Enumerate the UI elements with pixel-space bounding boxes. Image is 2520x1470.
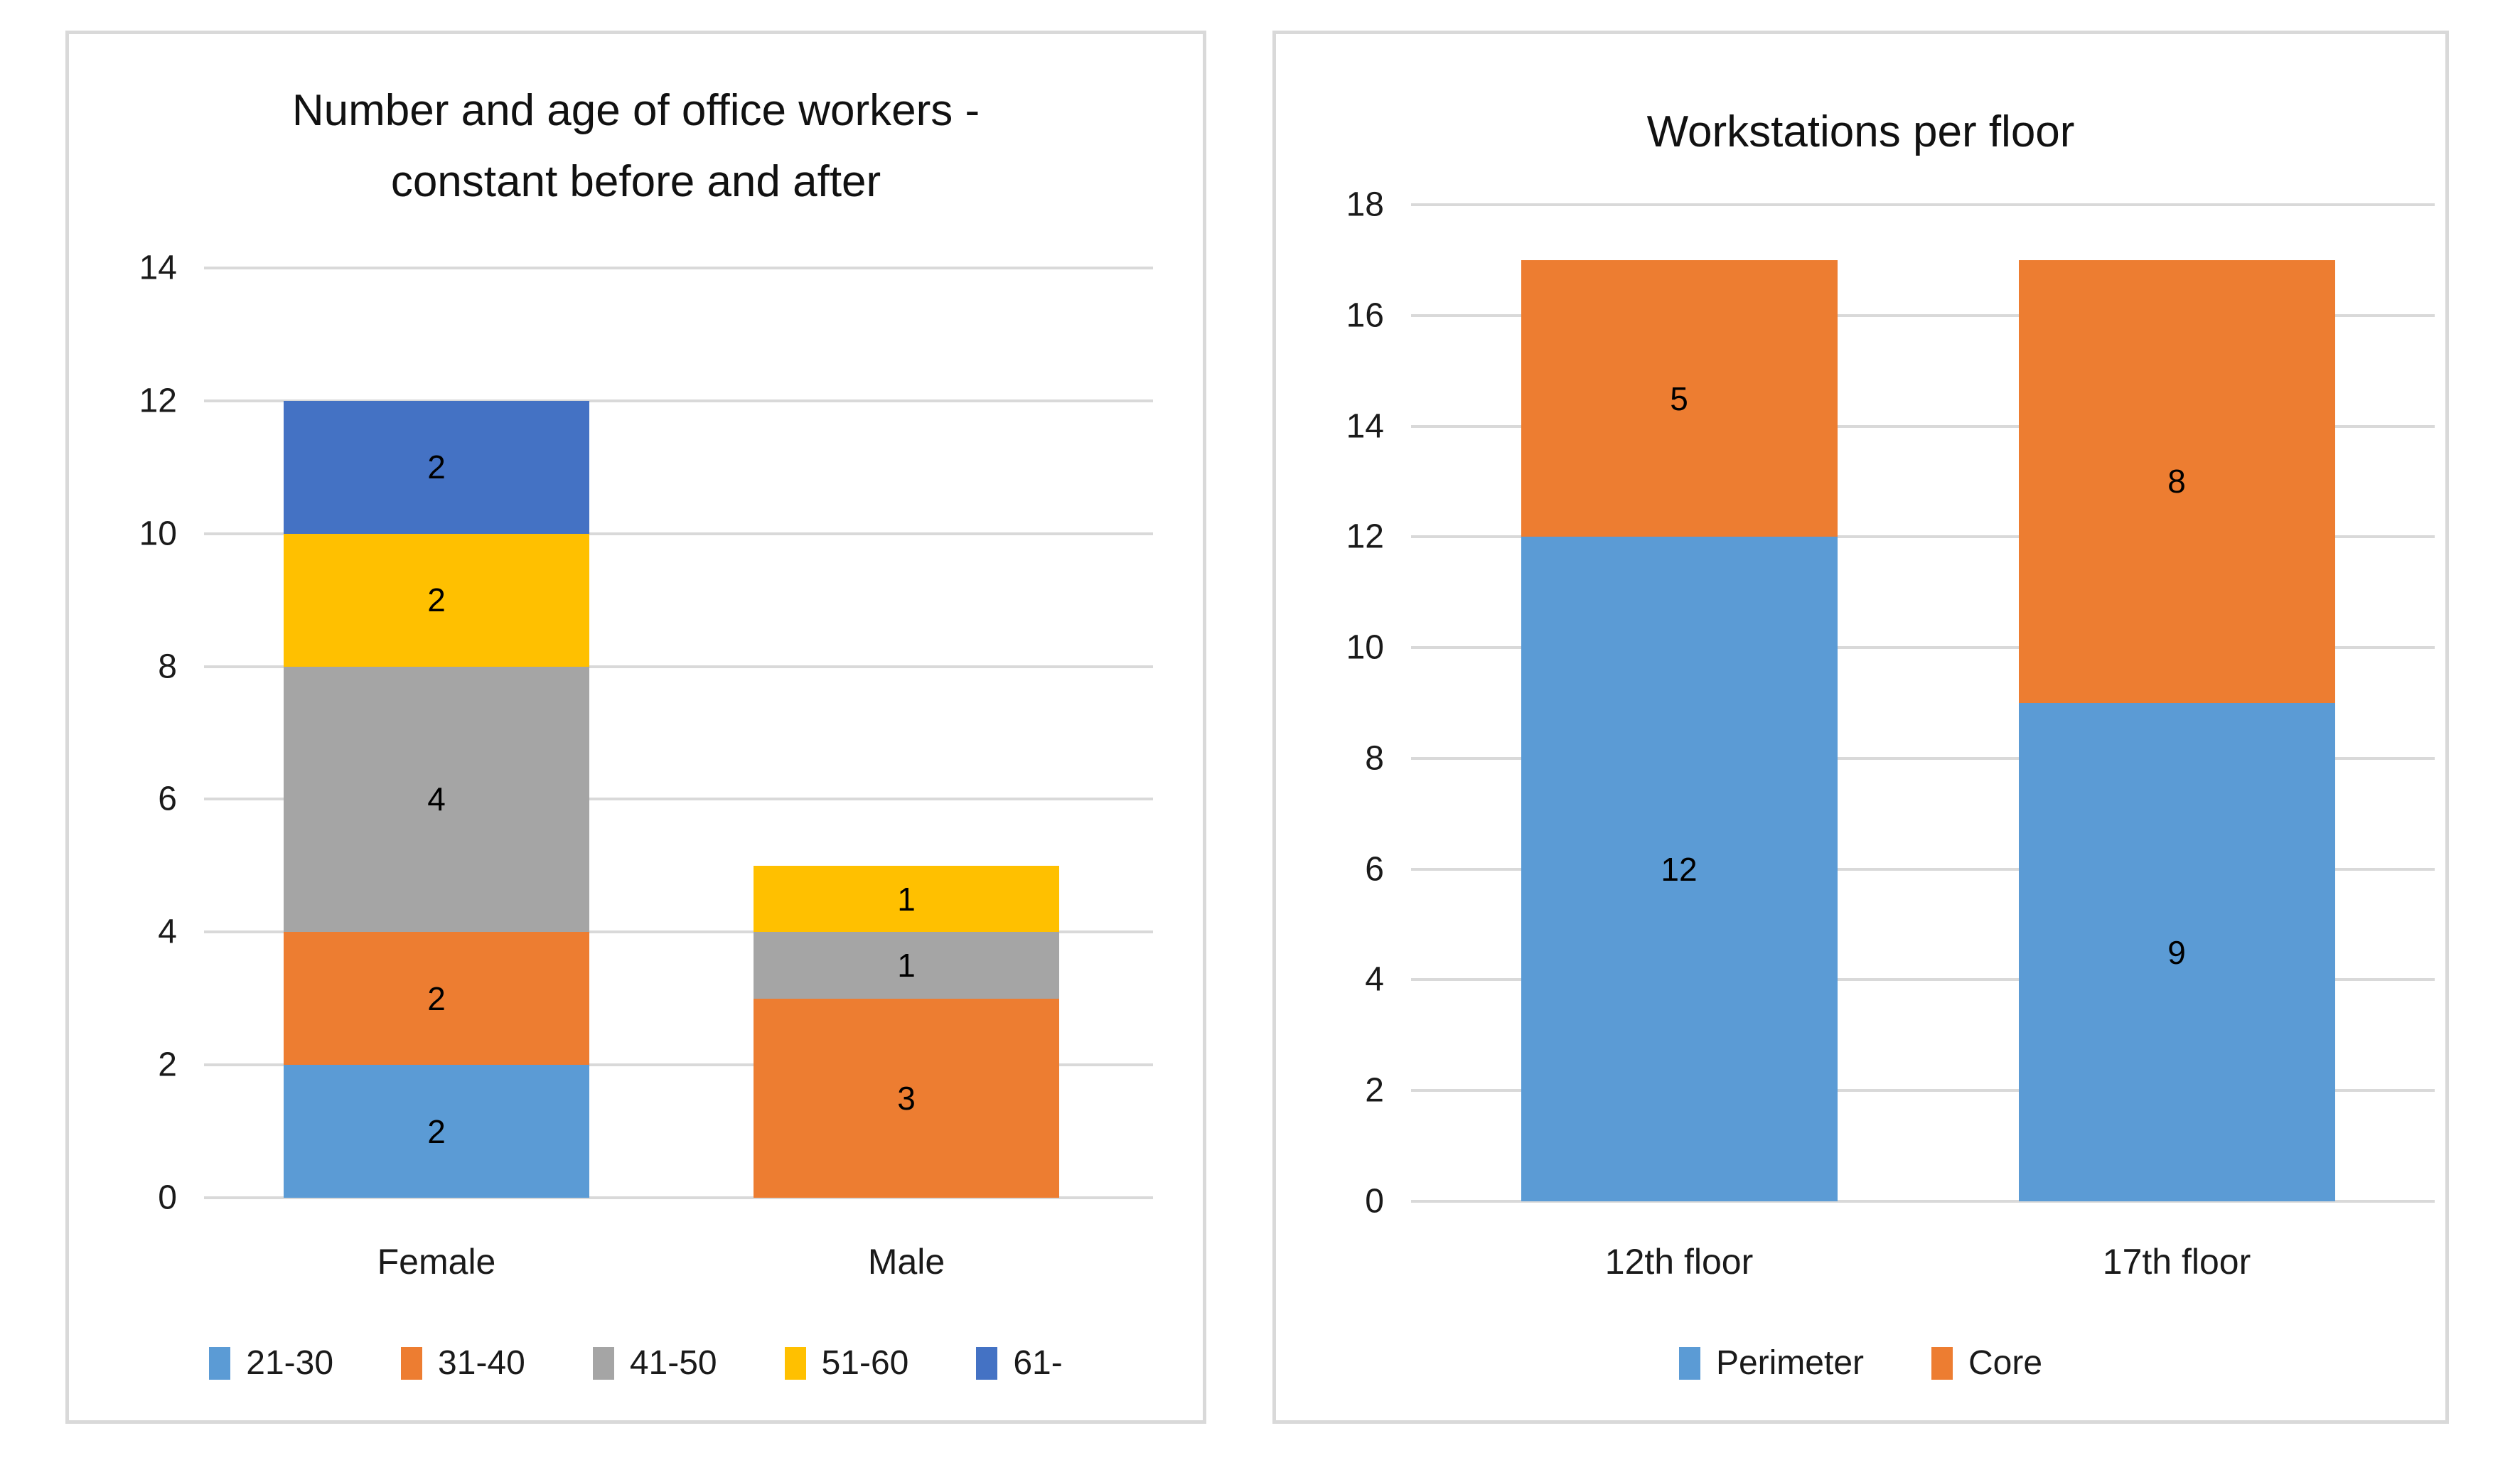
bar-segment-male-51-60: 1 [754,865,1059,933]
legend-swatch-icon [976,1346,998,1380]
gridline-y8 [204,665,1153,668]
gridline-y4 [204,930,1153,934]
chart-legend: 21-30 31-40 41-50 51-60 61- [69,1343,1203,1383]
gridline-y6 [204,798,1153,801]
y-axis-tick-label: 4 [158,913,177,951]
gridline-y12 [204,399,1153,402]
y-axis-tick-label: 0 [1365,1182,1384,1220]
data-label: 4 [427,780,446,818]
gridline-y14 [204,267,1153,269]
x-axis-category-label: 12th floor [1604,1242,1754,1282]
y-axis-tick-label: 12 [1346,517,1384,556]
bar-segment-female-51-60: 2 [284,533,589,667]
y-axis-tick-label: 2 [1365,1071,1384,1110]
legend-label: 21-30 [246,1344,334,1382]
bar-segment-male-31-40: 3 [754,998,1059,1198]
data-label: 2 [427,449,446,486]
legend-label: Core [1968,1344,2043,1382]
legend-label: 61- [1013,1344,1063,1382]
legend-item-31-40: 31-40 [401,1343,525,1383]
y-axis-tick-label: 14 [139,249,177,287]
y-axis-tick-label: 10 [139,515,177,553]
legend-swatch-icon [592,1346,614,1380]
bar-segment-female-41-50: 4 [284,666,589,933]
y-axis-tick-label: 12 [139,382,177,420]
bar-segment-17th-floor-core: 8 [2018,259,2335,703]
data-label: 12 [1661,850,1698,888]
bar-segment-female-21-30: 2 [284,1065,589,1198]
gridline-y10 [204,532,1153,535]
y-axis-tick-label: 8 [1365,739,1384,778]
bar-segment-12th-floor-perimeter: 12 [1521,537,1838,1201]
chart-title: Number and age of office workers - const… [69,75,1203,218]
plot-area: 0 2 4 6 8 10 12 14 16 18 12 5 12th floor 9 8 17th floor… [1276,34,2445,1420]
gridline-y12 [1411,535,2435,539]
y-axis-tick-label: 18 [1346,186,1384,224]
y-axis-tick-label: 14 [1346,407,1384,446]
data-label: 2 [427,980,446,1017]
chart-title-line: Number and age of office workers - [291,86,980,135]
legend-item-51-60: 51-60 [784,1343,909,1383]
data-label: 3 [897,1079,916,1117]
gridline-y2 [204,1063,1153,1067]
gridline-y2 [1411,1089,2435,1093]
legend-label: 31-40 [438,1344,525,1382]
chart-panel-workstations: Workstations per floor 0 2 4 6 8 10 12 14 16 18 12… [1272,31,2449,1424]
legend-item-21-30: 21-30 [209,1343,333,1383]
legend-swatch-icon [209,1346,231,1380]
x-axis-category-label: 17th floor [2102,1242,2251,1282]
legend-label: 41-50 [629,1344,717,1382]
y-axis-tick-label: 0 [158,1179,177,1217]
bar-segment-17th-floor-perimeter: 9 [2018,703,2335,1201]
chart-legend: Perimeter Core [1276,1343,2445,1383]
legend-label: Perimeter [1715,1344,1864,1382]
gridline-y8 [1411,756,2435,760]
legend-swatch-icon [1931,1346,1953,1380]
legend-item-perimeter: Perimeter [1678,1343,1864,1383]
chart-title-line: constant before and after [390,157,881,206]
y-axis-tick-label: 4 [1365,960,1384,999]
data-label: 9 [2167,933,2186,971]
data-label: 1 [897,880,916,918]
y-axis-tick-label: 16 [1346,296,1384,335]
bar-segment-12th-floor-core: 5 [1521,259,1838,537]
data-label: 5 [1670,380,1688,417]
y-axis-tick-label: 6 [158,780,177,818]
chart-panel-office-workers: Number and age of office workers - const… [65,31,1206,1424]
gridline-y16 [1411,313,2435,317]
x-axis-category-label: Male [867,1242,945,1282]
legend-swatch-icon [784,1346,806,1380]
plot-area: 0 2 4 6 8 10 12 14 2 2 4 2 2 Female 3 1 1 Male 21-30 31-40 4… [69,34,1203,1420]
legend-label: 51-60 [821,1344,909,1382]
data-label: 2 [427,1112,446,1150]
chart-title-line: Workstations per floor [1646,107,2075,156]
x-axis-category-label: Female [377,1242,496,1282]
data-label: 2 [427,581,446,619]
data-label: 1 [897,946,916,984]
gridline-y14 [1411,424,2435,428]
bar-segment-male-41-50: 1 [754,932,1059,999]
legend-item-core: Core [1931,1343,2042,1383]
gridline-y18 [1411,203,2435,206]
chart-title: Workstations per floor [1276,97,2445,168]
gridline-y6 [1411,867,2435,871]
legend-item-41-50: 41-50 [592,1343,717,1383]
gridline-y0 [204,1196,1153,1199]
bar-segment-female-61-: 2 [284,400,589,534]
gridline-y0 [1411,1200,2435,1203]
gridline-y10 [1411,646,2435,650]
legend-item-61-: 61- [976,1343,1063,1383]
bar-segment-female-31-40: 2 [284,932,589,1066]
y-axis-tick-label: 10 [1346,628,1384,667]
legend-swatch-icon [1678,1346,1700,1380]
y-axis-tick-label: 2 [158,1046,177,1084]
data-label: 8 [2167,463,2186,500]
legend-swatch-icon [401,1346,423,1380]
gridline-y4 [1411,978,2435,982]
y-axis-tick-label: 6 [1365,850,1384,889]
y-axis-tick-label: 8 [158,648,177,686]
